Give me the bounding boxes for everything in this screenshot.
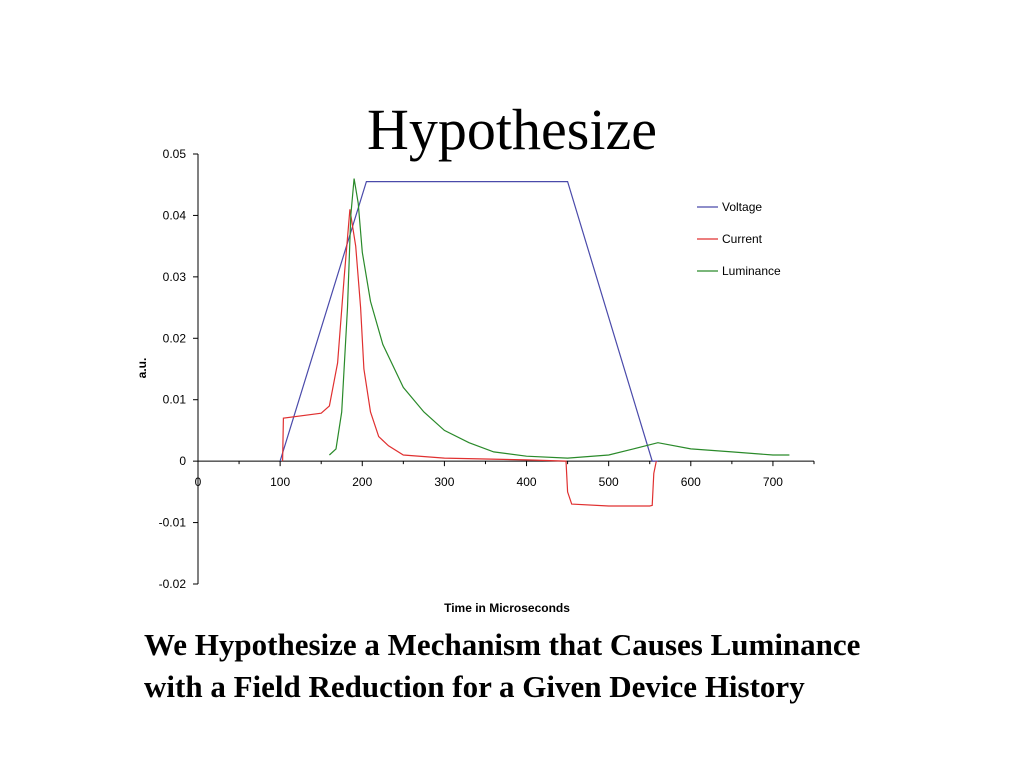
y-tick-label: 0.01 bbox=[163, 393, 187, 407]
caption-line-2: with a Field Reduction for a Given Devic… bbox=[144, 669, 805, 704]
x-tick-label: 100 bbox=[270, 475, 290, 489]
series-line-luminance bbox=[328, 178, 790, 459]
y-tick-label: 0.05 bbox=[163, 147, 187, 161]
x-tick-label: 600 bbox=[681, 475, 701, 489]
series-line-current bbox=[282, 209, 657, 507]
slide-title: Hypothesize bbox=[367, 97, 657, 162]
y-tick-label: 0 bbox=[179, 454, 186, 468]
y-tick-label: 0.03 bbox=[163, 270, 187, 284]
chart-axes: 0.05 0.04 0.03 0.02 0.01 0 -0.01 -0.02 0 100 200 30… bbox=[159, 147, 815, 591]
legend-label-luminance: Luminance bbox=[722, 264, 781, 278]
chart-series bbox=[279, 178, 790, 507]
caption-line-1: We Hypothesize a Mechanism that Causes L… bbox=[144, 627, 861, 662]
y-tick-label: 0.04 bbox=[163, 208, 187, 222]
series-line-voltage bbox=[279, 181, 658, 462]
x-tick-label: 200 bbox=[352, 475, 372, 489]
y-tick-label: -0.01 bbox=[159, 516, 187, 530]
legend-label-voltage: Voltage bbox=[722, 200, 762, 214]
y-axis-label: a.u. bbox=[135, 358, 149, 379]
y-tick-label: 0.02 bbox=[163, 331, 187, 345]
y-tick-label: -0.02 bbox=[159, 577, 187, 591]
x-tick-label: 500 bbox=[599, 475, 619, 489]
x-tick-label: 400 bbox=[517, 475, 537, 489]
x-tick-label: 0 bbox=[195, 475, 202, 489]
slide-caption: We Hypothesize a Mechanism that Causes L… bbox=[144, 624, 1004, 708]
legend-label-current: Current bbox=[722, 232, 763, 246]
x-tick-label: 700 bbox=[763, 475, 783, 489]
x-axis-label: Time in Microseconds bbox=[444, 601, 570, 615]
chart-legend: Voltage Current Luminance bbox=[697, 200, 781, 278]
x-tick-label: 300 bbox=[434, 475, 454, 489]
